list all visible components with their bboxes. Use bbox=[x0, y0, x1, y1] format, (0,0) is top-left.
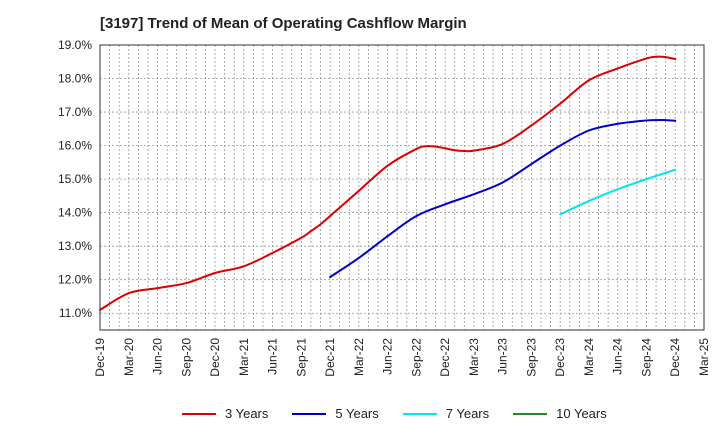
legend: 3 Years 5 Years 7 Years 10 Years bbox=[182, 406, 631, 421]
legend-item-5-years: 5 Years bbox=[292, 406, 379, 421]
y-tick-label-18-0: 18.0% bbox=[58, 72, 92, 86]
y-tick-label-19-0: 19.0% bbox=[58, 38, 92, 52]
legend-label-10-years: 10 Years bbox=[556, 406, 607, 421]
legend-swatch-3-years bbox=[182, 412, 216, 415]
x-tick-label-jun-21: Jun-21 bbox=[266, 338, 280, 375]
x-tick-label-sep-21: Sep-21 bbox=[294, 338, 308, 377]
x-tick-label-dec-20: Dec-20 bbox=[208, 338, 222, 377]
y-tick-label-14-0: 14.0% bbox=[58, 206, 92, 220]
x-tick-label-mar-20: Mar-20 bbox=[122, 338, 136, 376]
x-tick-label-sep-23: Sep-23 bbox=[524, 338, 538, 377]
x-tick-label-dec-19: Dec-19 bbox=[93, 338, 107, 377]
series-line-5-years bbox=[329, 119, 677, 279]
x-tick-label-jun-20: Jun-20 bbox=[151, 338, 165, 375]
x-tick-label-sep-24: Sep-24 bbox=[639, 338, 653, 377]
x-tick-label-sep-20: Sep-20 bbox=[179, 338, 193, 377]
x-tick-label-sep-22: Sep-22 bbox=[409, 338, 423, 377]
grid-layer bbox=[100, 44, 704, 330]
legend-label-5-years: 5 Years bbox=[335, 406, 379, 421]
legend-label-7-years: 7 Years bbox=[445, 406, 490, 421]
x-tick-label-dec-23: Dec-23 bbox=[553, 338, 567, 377]
x-tick-label-mar-22: Mar-22 bbox=[352, 338, 366, 376]
series-line-7-years bbox=[559, 168, 677, 216]
y-tick-label-13-0: 13.0% bbox=[58, 239, 92, 253]
x-tick-label-dec-22: Dec-22 bbox=[438, 338, 452, 377]
y-tick-label-12-0: 12.0% bbox=[58, 273, 92, 287]
x-tick-label-mar-23: Mar-23 bbox=[467, 338, 481, 376]
legend-item-7-years: 7 Years bbox=[402, 406, 490, 421]
legend-item-10-years: 10 Years bbox=[513, 406, 607, 421]
legend-swatch-7-years bbox=[402, 412, 437, 415]
x-tick-label-jun-24: Jun-24 bbox=[611, 338, 625, 375]
plot-frame bbox=[99, 44, 705, 331]
x-tick-label-dec-24: Dec-24 bbox=[668, 338, 682, 377]
legend-label-3-years: 3 Years bbox=[225, 406, 269, 421]
y-tick-label-17-0: 17.0% bbox=[58, 105, 92, 119]
legend-item-3-years: 3 Years bbox=[182, 406, 268, 421]
y-tick-label-16-0: 16.0% bbox=[58, 139, 92, 153]
y-tick-label-15-0: 15.0% bbox=[58, 172, 92, 186]
x-tick-label-dec-21: Dec-21 bbox=[323, 338, 337, 377]
axis-layer: 11.0% 12.0% 13.0% 14.0% 15.0% 16.0% 17.0% 18.0%… bbox=[58, 38, 711, 377]
legend-swatch-10-years bbox=[513, 412, 548, 415]
x-tick-label-jun-22: Jun-22 bbox=[381, 338, 395, 375]
x-tick-label-jun-23: Jun-23 bbox=[496, 338, 510, 375]
x-tick-label-mar-24: Mar-24 bbox=[582, 338, 596, 376]
series-lines-layer bbox=[99, 55, 677, 311]
x-tick-label-mar-21: Mar-21 bbox=[237, 338, 251, 376]
x-tick-label-mar-25: Mar-25 bbox=[697, 338, 711, 376]
series-line-3-years bbox=[99, 55, 677, 311]
legend-swatch-5-years bbox=[292, 412, 327, 415]
y-tick-label-11-0: 11.0% bbox=[59, 306, 92, 320]
chart-title: [3197] Trend of Mean of Operating Cashfl… bbox=[100, 15, 467, 32]
